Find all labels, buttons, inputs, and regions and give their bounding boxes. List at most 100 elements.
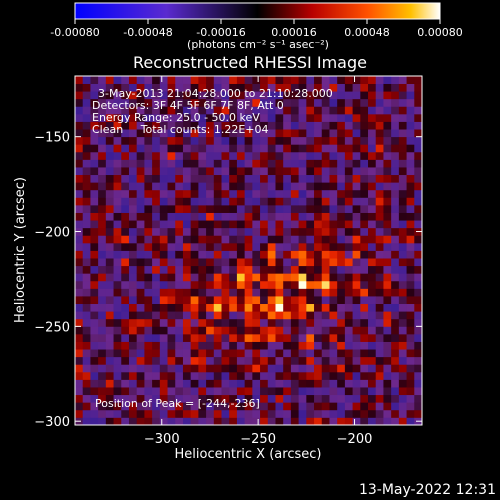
heatmap-cell [136, 273, 145, 282]
heatmap-cell [368, 235, 377, 244]
heatmap-cell [329, 212, 338, 221]
heatmap-cell [383, 341, 392, 350]
heatmap-cell [383, 379, 392, 388]
heatmap-cell [306, 394, 315, 403]
heatmap-cell [105, 129, 114, 138]
heatmap-cell [152, 220, 161, 229]
heatmap-cell [352, 83, 361, 92]
heatmap-cell [391, 326, 400, 335]
heatmap-cell [82, 402, 91, 411]
heatmap-cell [290, 265, 300, 274]
heatmap-cell [190, 409, 199, 418]
heatmap-cell [252, 296, 261, 305]
heatmap-cell [260, 235, 269, 244]
heatmap-cell [260, 167, 269, 176]
heatmap-cell [383, 227, 392, 236]
heatmap-cell [236, 349, 246, 358]
heatmap-cell [383, 296, 392, 305]
heatmap-cell [360, 197, 369, 206]
heatmap-cell [244, 129, 253, 138]
heatmap-cell [398, 371, 407, 380]
heatmap-cell [290, 167, 300, 176]
heatmap-cell [337, 106, 346, 115]
heatmap-cell [383, 402, 392, 411]
heatmap-cell [290, 387, 300, 396]
heatmap-cell [159, 371, 168, 380]
heatmap-cell [267, 296, 276, 305]
heatmap-cell [190, 144, 199, 153]
heatmap-cell [329, 106, 338, 115]
heatmap-cell [113, 159, 122, 168]
heatmap-cell [90, 280, 99, 289]
heatmap-cell [213, 394, 222, 403]
heatmap-cell [391, 76, 400, 84]
heatmap-cell [75, 212, 84, 221]
heatmap-cell [213, 182, 222, 191]
heatmap-cell [314, 371, 323, 380]
heatmap-cell [167, 417, 176, 426]
heatmap-cell [406, 174, 415, 183]
heatmap-cell [267, 364, 276, 373]
heatmap-cell [190, 356, 199, 365]
heatmap-cell [175, 189, 184, 198]
heatmap-cell [283, 83, 292, 92]
heatmap-cell [190, 76, 199, 84]
heatmap-cell [213, 136, 222, 145]
heatmap-cell [229, 394, 238, 403]
heatmap-cell [182, 296, 192, 305]
heatmap-cell [236, 364, 246, 373]
heatmap-cell [159, 182, 168, 191]
heatmap-cell [113, 227, 122, 236]
heatmap-cell [244, 417, 253, 426]
heatmap-cell [213, 204, 222, 213]
heatmap-cell [128, 296, 138, 305]
heatmap-cell [360, 227, 369, 236]
heatmap-cell [213, 235, 222, 244]
heatmap-cell [82, 242, 91, 251]
heatmap-cell [337, 333, 346, 342]
heatmap-cell [90, 349, 99, 358]
heatmap-cell [391, 167, 400, 176]
heatmap-cell [321, 288, 330, 297]
heatmap-cell [159, 341, 168, 350]
heatmap-cell [352, 371, 361, 380]
heatmap-cell [206, 106, 215, 115]
heatmap-cell [314, 235, 323, 244]
heatmap-cell [290, 311, 300, 320]
heatmap-cell [98, 83, 107, 92]
heatmap-cell [314, 311, 323, 320]
heatmap-cell [329, 349, 338, 358]
heatmap-cell [144, 220, 153, 229]
heatmap-cell [244, 189, 253, 198]
heatmap-cell [267, 227, 276, 236]
heatmap-cell [229, 182, 238, 191]
heatmap-cell [221, 333, 230, 342]
heatmap-cell [391, 242, 400, 251]
heatmap-cell [244, 265, 253, 274]
heatmap-cell [398, 174, 407, 183]
heatmap-cell [398, 197, 407, 206]
heatmap-cell [391, 318, 400, 327]
heatmap-cell [190, 387, 199, 396]
heatmap-cell [159, 379, 168, 388]
heatmap-cell [121, 265, 130, 274]
heatmap-cell [314, 273, 323, 282]
heatmap-cell [182, 204, 192, 213]
heatmap-cell [206, 182, 215, 191]
heatmap-cell [82, 159, 91, 168]
heatmap-cell [98, 326, 107, 335]
heatmap-cell [175, 265, 184, 274]
heatmap-cell [229, 129, 238, 138]
heatmap-cell [167, 280, 176, 289]
heatmap-cell [182, 129, 192, 138]
heatmap-cell [329, 98, 338, 107]
heatmap-cell [352, 364, 361, 373]
heatmap-cell [159, 227, 168, 236]
heatmap-cell [236, 394, 246, 403]
heatmap-cell [206, 204, 215, 213]
heatmap-cell [252, 273, 261, 282]
heatmap-cell [414, 167, 423, 176]
heatmap-cell [344, 151, 353, 160]
heatmap-cell [290, 402, 300, 411]
heatmap-cell [175, 349, 184, 358]
